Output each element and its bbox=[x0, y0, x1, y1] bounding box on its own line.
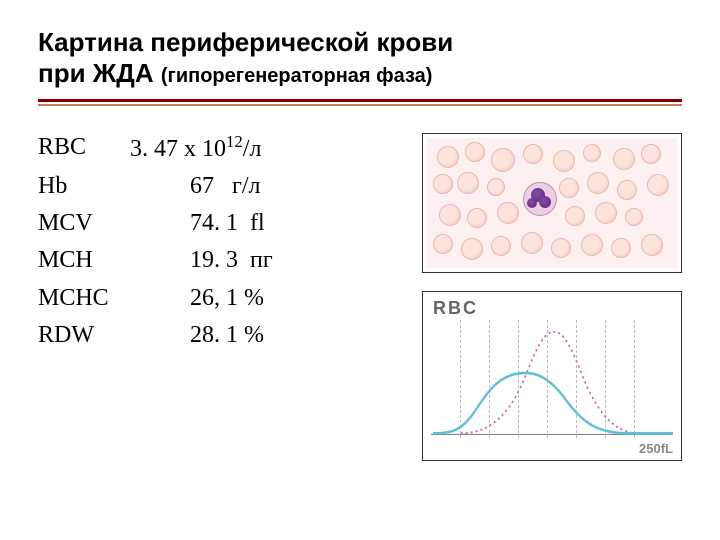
data-row: MCHC 26, 1 % bbox=[38, 280, 338, 317]
rbc-cell-icon bbox=[523, 144, 543, 164]
rbc-cell-icon bbox=[583, 144, 601, 162]
chart-title: RBC bbox=[433, 298, 478, 319]
rbc-histogram-frame: RBC 250fL bbox=[422, 291, 682, 461]
param-value: 74. 1 fl bbox=[130, 205, 338, 242]
data-row: MCH 19. 3 пг bbox=[38, 242, 338, 279]
rbc-cell-icon bbox=[461, 238, 483, 260]
rbc-cell-icon bbox=[491, 148, 515, 172]
param-label: MCV bbox=[38, 205, 130, 242]
rbc-cell-icon bbox=[611, 238, 631, 258]
rbc-cell-icon bbox=[617, 180, 637, 200]
nucleus-lobe-icon bbox=[539, 196, 551, 208]
rbc-cell-icon bbox=[613, 148, 635, 170]
rbc-cell-icon bbox=[467, 208, 487, 228]
image-column: RBC 250fL bbox=[362, 129, 682, 461]
title-sub: (гипорегенераторная фаза) bbox=[161, 65, 433, 87]
rbc-cell-icon bbox=[595, 202, 617, 224]
rbc-cell-icon bbox=[497, 202, 519, 224]
data-row: RBC3. 47 x 1012/л bbox=[38, 129, 338, 168]
data-list: RBC3. 47 x 1012/лНb 67 г/лMCV 74. 1 flMC… bbox=[38, 129, 338, 461]
rbc-cell-icon bbox=[647, 174, 669, 196]
rbc-cell-icon bbox=[465, 142, 485, 162]
rbc-cell-icon bbox=[433, 174, 453, 194]
param-value: 67 г/л bbox=[130, 168, 338, 205]
data-row: Нb 67 г/л bbox=[38, 168, 338, 205]
rbc-cell-icon bbox=[433, 234, 453, 254]
rbc-cell-icon bbox=[551, 238, 571, 258]
data-row: MCV 74. 1 fl bbox=[38, 205, 338, 242]
content: RBC3. 47 x 1012/лНb 67 г/лMCV 74. 1 flMC… bbox=[38, 129, 682, 461]
rbc-cell-icon bbox=[581, 234, 603, 256]
patient-curve bbox=[433, 373, 673, 433]
title-bold: при ЖДА bbox=[38, 58, 161, 88]
param-label: MCH bbox=[38, 242, 130, 279]
chart-svg bbox=[431, 320, 673, 438]
blood-smear-image bbox=[427, 138, 677, 268]
rbc-cell-icon bbox=[491, 236, 511, 256]
rbc-cell-icon bbox=[437, 146, 459, 168]
rbc-cell-icon bbox=[553, 150, 575, 172]
nucleus-lobe-icon bbox=[527, 198, 537, 208]
blood-smear-frame bbox=[422, 133, 682, 273]
x-axis-label: 250fL bbox=[639, 441, 673, 456]
rbc-cell-icon bbox=[521, 232, 543, 254]
param-label: RDW bbox=[38, 317, 130, 354]
slide: Картина периферической крови при ЖДА (ги… bbox=[0, 0, 720, 481]
data-row: RDW 28. 1 % bbox=[38, 317, 338, 354]
rbc-cell-icon bbox=[487, 178, 505, 196]
param-label: RBC bbox=[38, 129, 130, 168]
rbc-cell-icon bbox=[641, 234, 663, 256]
rbc-cell-icon bbox=[565, 206, 585, 226]
rbc-cell-icon bbox=[587, 172, 609, 194]
chart-plot-area bbox=[431, 320, 673, 438]
rbc-cell-icon bbox=[559, 178, 579, 198]
title-line-1: Картина периферической крови bbox=[38, 28, 682, 58]
rbc-cell-icon bbox=[457, 172, 479, 194]
param-value: 28. 1 % bbox=[130, 317, 338, 354]
param-value: 3. 47 x 1012/л bbox=[130, 129, 338, 168]
param-value: 19. 3 пг bbox=[130, 242, 338, 279]
param-label: MCHC bbox=[38, 280, 130, 317]
rbc-cell-icon bbox=[641, 144, 661, 164]
param-label: Нb bbox=[38, 168, 130, 205]
title-block: Картина периферической крови при ЖДА (ги… bbox=[38, 28, 682, 89]
rbc-cell-icon bbox=[439, 204, 461, 226]
rbc-cell-icon bbox=[625, 208, 643, 226]
divider bbox=[38, 99, 682, 107]
title-line-2: при ЖДА (гипорегенераторная фаза) bbox=[38, 58, 682, 89]
param-value: 26, 1 % bbox=[130, 280, 338, 317]
